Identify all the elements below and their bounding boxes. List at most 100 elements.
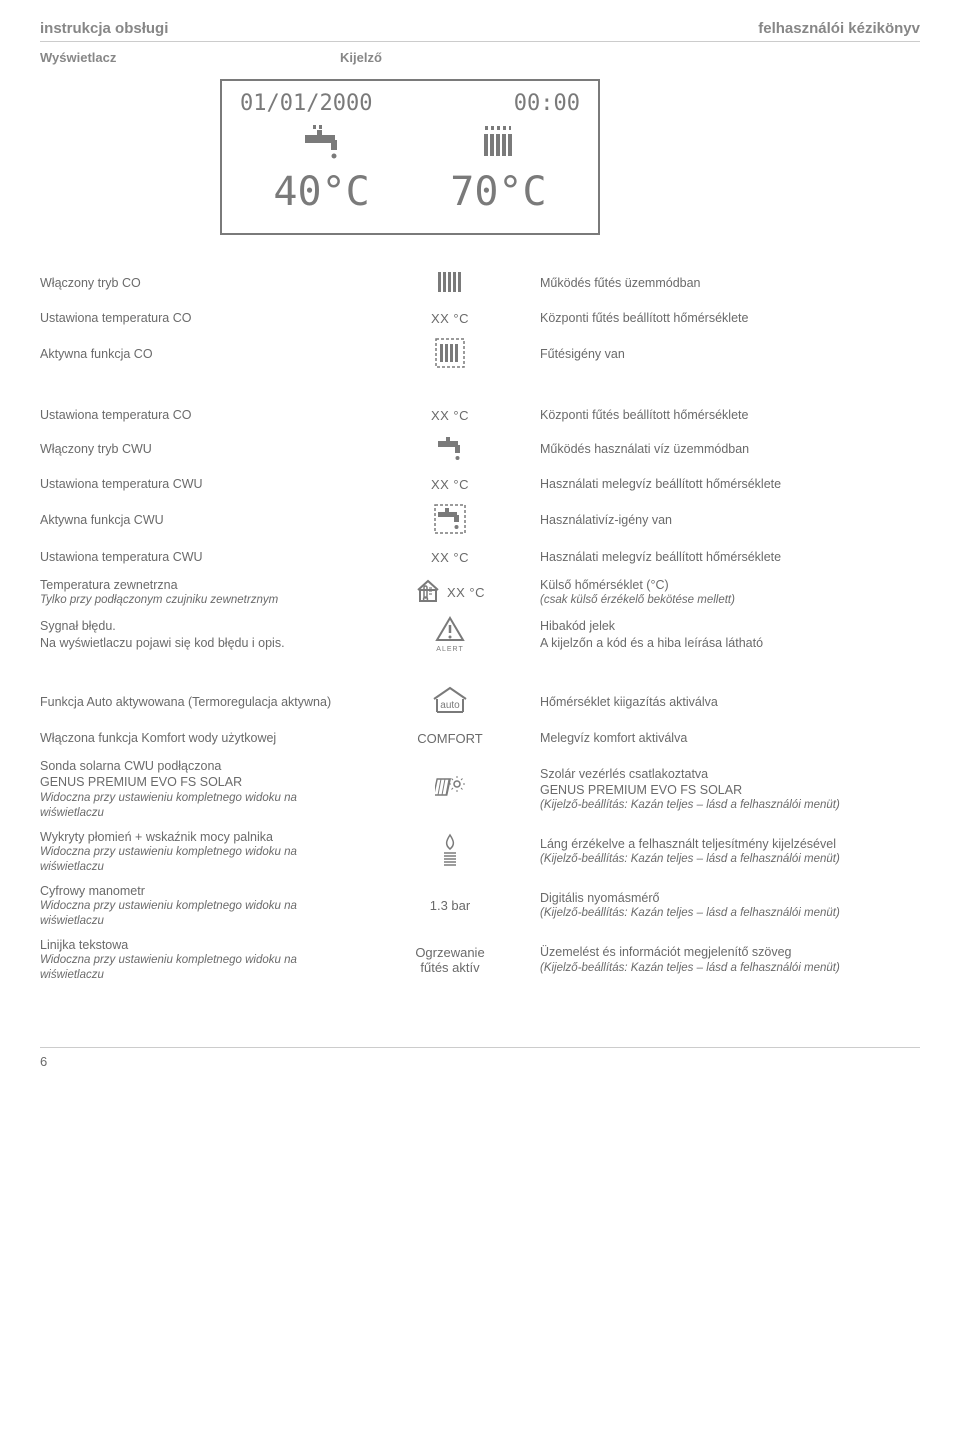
legend-left: Cyfrowy manometrWidoczna przy ustawieniu… <box>40 883 360 929</box>
header-left: instrukcja obsługi <box>40 20 168 37</box>
legend-left-text: Cyfrowy manometr <box>40 883 350 899</box>
legend-block-3: Funkcja Auto aktywowana (Termoregulacja … <box>40 681 920 987</box>
legend-left: Sonda solarna CWU podłączonaGENUS PREMIU… <box>40 758 360 820</box>
legend-left-text: Włączony tryb CO <box>40 275 350 291</box>
legend-left-text: Ustawiona temperatura CWU <box>40 476 350 492</box>
legend-mid: XX °C <box>360 477 540 492</box>
legend-left-text: Aktywna funkcja CO <box>40 346 350 362</box>
legend-mid: auto <box>360 685 540 718</box>
legend-left: Ustawiona temperatura CWU <box>40 549 360 565</box>
legend-left-text: Sygnał błędu. <box>40 618 350 634</box>
legend-mid <box>360 775 540 804</box>
value-xx: XX °C <box>431 477 469 492</box>
legend-left: Temperatura zewnetrznaTylko przy podłącz… <box>40 577 360 608</box>
legend-left-text: Włączona funkcja Komfort wody użytkowej <box>40 730 350 746</box>
legend-right-text: Központi fűtés beállított hőmérséklete <box>540 310 920 326</box>
legend-mid: 1.3 bar <box>360 898 540 913</box>
legend-mid <box>360 435 540 464</box>
faucet-icon <box>435 435 465 464</box>
legend-row: Cyfrowy manometrWidoczna przy ustawieniu… <box>40 879 920 933</box>
legend-row: Aktywna funkcja CO Fűtésigény van <box>40 334 920 375</box>
legend-row: Funkcja Auto aktywowana (Termoregulacja … <box>40 681 920 722</box>
legend-mid: XX °C <box>360 550 540 565</box>
value-xx: XX °C <box>431 550 469 565</box>
legend-row: Włączony tryb CWU Működés használati víz… <box>40 431 920 468</box>
legend-mid <box>360 833 540 870</box>
legend-left: Aktywna funkcja CO <box>40 346 360 362</box>
legend-left-text: Aktywna funkcja CWU <box>40 512 350 528</box>
legend-row: Wykryty płomień + wskaźnik mocy palnikaW… <box>40 825 920 879</box>
legend-right: Központi fűtés beállított hőmérséklete <box>540 310 920 326</box>
legend-left-text: Sonda solarna CWU podłączona <box>40 758 350 774</box>
legend-mid <box>360 504 540 537</box>
legend-left-text: Temperatura zewnetrzna <box>40 577 350 593</box>
mid-text-2line: Ogrzewaniefűtés aktív <box>415 945 484 975</box>
legend-left: Włączony tryb CO <box>40 275 360 291</box>
legend-mid: XX °C <box>360 311 540 326</box>
legend-left: Funkcja Auto aktywowana (Termoregulacja … <box>40 694 360 710</box>
legend-right-text: Használati melegvíz beállított hőmérsékl… <box>540 476 920 492</box>
display-top-row: 01/01/2000 00:00 <box>240 91 580 116</box>
value-xx: XX °C <box>431 311 469 326</box>
legend-right-text: Külső hőmérséklet (°C) <box>540 577 920 593</box>
legend-right: Fűtésigény van <box>540 346 920 362</box>
legend-left: Sygnał błędu.Na wyświetlaczu pojawi się … <box>40 618 360 651</box>
legend-row: Włączona funkcja Komfort wody użytkowej C… <box>40 722 920 754</box>
legend-mid: Ogrzewaniefűtés aktív <box>360 945 540 975</box>
legend-right-text: Használativíz-igény van <box>540 512 920 528</box>
legend-row: Linijka tekstowaWidoczna przy ustawieniu… <box>40 933 920 987</box>
auto-icon: auto <box>430 685 470 718</box>
legend-right: Működés használati víz üzemmódban <box>540 441 920 457</box>
legend-row: Włączony tryb CO Működés fűtés üzemmódba… <box>40 265 920 302</box>
display-bottom-row: 40°C 70°C <box>240 124 580 215</box>
legend-left: Włączona funkcja Komfort wody użytkowej <box>40 730 360 746</box>
flame-icon <box>440 833 460 870</box>
subheader: Wyświetlacz Kijelző <box>40 50 920 65</box>
legend-left: Ustawiona temperatura CWU <box>40 476 360 492</box>
legend-left: Aktywna funkcja CWU <box>40 512 360 528</box>
display-date: 01/01/2000 <box>240 91 372 116</box>
mid-text: COMFORT <box>417 731 482 746</box>
legend-right-sub: (csak külső érzékelő bekötése mellett) <box>540 593 920 608</box>
legend-right-text: Melegvíz komfort aktiválva <box>540 730 920 746</box>
page-number: 6 <box>40 1047 920 1069</box>
legend-right: Hőmérséklet kiigazítás aktiválva <box>540 694 920 710</box>
legend-right-text: Használati melegvíz beállított hőmérsékl… <box>540 549 920 565</box>
legend-right-text: Fűtésigény van <box>540 346 920 362</box>
legend-mid: XX °C <box>360 408 540 423</box>
subheader-left: Wyświetlacz <box>40 50 340 65</box>
radiator-dashed-icon <box>435 338 465 371</box>
legend-left: Ustawiona temperatura CO <box>40 407 360 423</box>
legend-mid <box>360 269 540 298</box>
legend-right-text: Láng érzékelve a felhasznált teljesítmén… <box>540 836 920 852</box>
display-panel: 01/01/2000 00:00 40°C <box>220 79 600 235</box>
legend-right: Digitális nyomásmérő(Kijelző-beállítás: … <box>540 890 920 921</box>
legend-right-text: Hőmérséklet kiigazítás aktiválva <box>540 694 920 710</box>
legend-right: Szolár vezérlés csatlakoztatvaGENUS PREM… <box>540 766 920 813</box>
legend-left: Wykryty płomień + wskaźnik mocy palnikaW… <box>40 829 360 875</box>
legend-left: Ustawiona temperatura CO <box>40 310 360 326</box>
legend-right: Külső hőmérséklet (°C)(csak külső érzéke… <box>540 577 920 608</box>
legend-left-sub: Widoczna przy ustawieniu kompletnego wid… <box>40 791 350 821</box>
legend-left-text: Ustawiona temperatura CO <box>40 407 350 423</box>
legend-right-text: Működés használati víz üzemmódban <box>540 441 920 457</box>
legend-right: Melegvíz komfort aktiválva <box>540 730 920 746</box>
legend-left-text: Funkcja Auto aktywowana (Termoregulacja … <box>40 694 350 710</box>
legend-right-sub: (Kijelző-beállítás: Kazán teljes – lásd … <box>540 961 920 976</box>
legend-left-text: Ustawiona temperatura CWU <box>40 549 350 565</box>
legend-right-text: Üzemelést és információt megjelenítő szö… <box>540 944 920 960</box>
legend-row: Sonda solarna CWU podłączona GENUS PREMIU… <box>40 754 920 824</box>
legend-right-sub2: A kijelzőn a kód és a hiba leírása látha… <box>540 635 920 651</box>
radiator-icon <box>477 124 519 163</box>
legend-right-sub: (Kijelző-beállítás: Kazán teljes – lásd … <box>540 906 920 921</box>
legend-right-text: Hibakód jelek <box>540 618 920 634</box>
legend-left: Włączony tryb CWU <box>40 441 360 457</box>
legend-left-sub2: Na wyświetlaczu pojawi się kod błędu i o… <box>40 635 350 651</box>
legend-right-text-2: GENUS PREMIUM EVO FS SOLAR <box>540 782 920 798</box>
display-temp-left: 40°C <box>273 169 369 215</box>
mid-text: 1.3 bar <box>430 898 470 913</box>
alert-icon: ALERT <box>435 616 465 653</box>
legend-row: Ustawiona temperatura CWU XX °C Használati… <box>40 541 920 573</box>
legend-right-text: Szolár vezérlés csatlakoztatva <box>540 766 920 782</box>
legend-mid: COMFORT <box>360 731 540 746</box>
